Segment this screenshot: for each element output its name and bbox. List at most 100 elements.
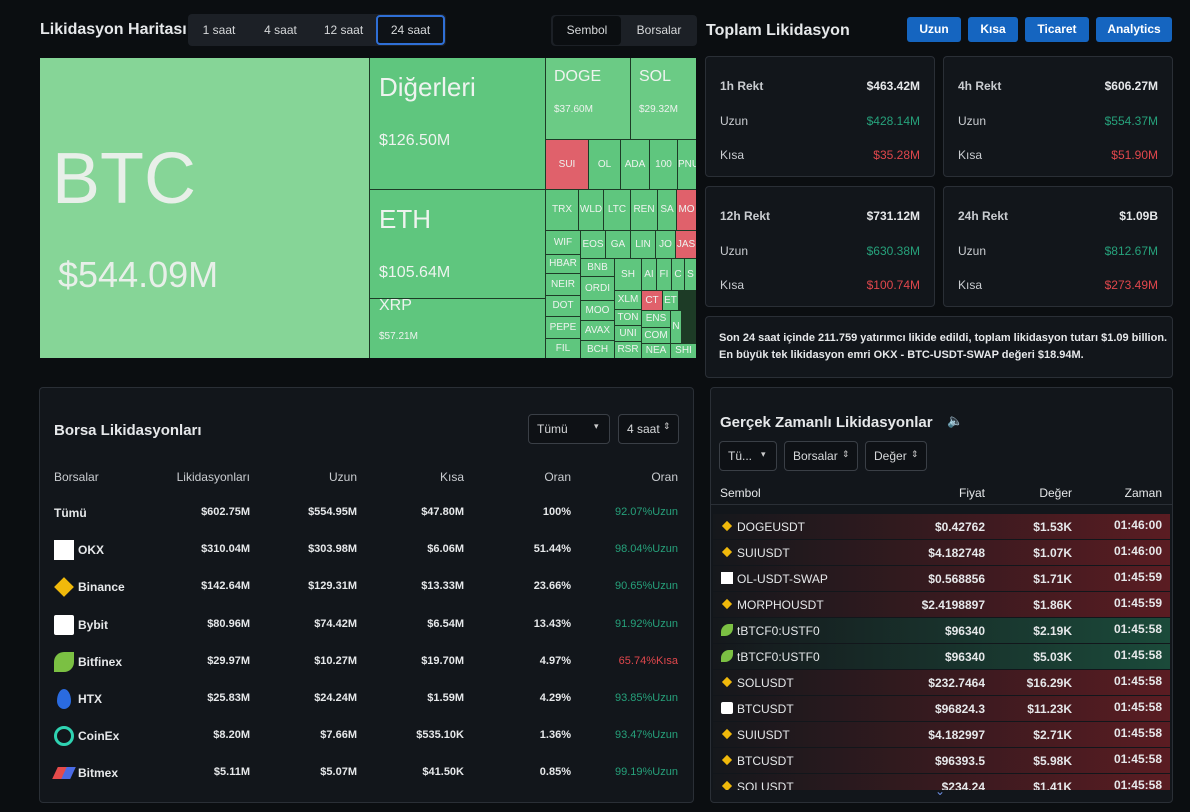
price: $96824.3 (934, 702, 985, 716)
filter-select[interactable]: Borsalar (784, 441, 858, 471)
cell: $129.31M (308, 580, 357, 593)
card-title: 4h Rekt (958, 79, 1002, 93)
tile-value: $126.50M (379, 132, 451, 149)
treemap-tile[interactable]: NEIR (546, 274, 580, 295)
treemap-tile[interactable]: LTC (604, 190, 630, 230)
treemap-tile[interactable]: ENS (642, 311, 670, 327)
treemap-tile[interactable]: XRP $57.21M (370, 299, 545, 358)
tile-label: FIL (555, 343, 571, 354)
treemap-tile[interactable]: DOT (546, 296, 580, 316)
treemap-tile[interactable]: HBAR (546, 255, 580, 273)
cell: $554.95M (308, 506, 357, 518)
treemap-tile[interactable]: AVAX (581, 321, 614, 340)
treemap-tile[interactable]: OL (589, 140, 620, 189)
exchange-name: Bitfinex (78, 654, 123, 669)
liquidation-row[interactable]: SUIUSDT $4.182997 $2.71K 01:45:58 (713, 722, 1170, 747)
long-value: $428.14M (866, 114, 920, 128)
header-button[interactable]: Kısa (968, 17, 1018, 42)
column-header: Borsalar (54, 470, 99, 484)
treemap-tile[interactable]: TRX (546, 190, 578, 230)
treemap-tile[interactable]: AI (642, 259, 656, 290)
treemap-tile[interactable]: TON (615, 310, 641, 325)
header-button[interactable]: Uzun (907, 17, 961, 42)
symbol: tBTCF0:USTF0 (737, 650, 820, 664)
liquidation-row[interactable]: BTCUSDT $96393.5 $5.98K 01:45:58 (713, 748, 1170, 773)
treemap-tile[interactable]: ORDI (581, 277, 614, 300)
time-tab[interactable]: 12 saat (323, 23, 364, 37)
header-button[interactable]: Ticaret (1025, 17, 1089, 42)
treemap-tile[interactable]: XLM (615, 291, 641, 309)
filter-select[interactable]: 4 saat (618, 414, 679, 444)
treemap-tile[interactable]: SHI (671, 344, 696, 358)
time-tab[interactable]: 1 saat (202, 23, 236, 37)
header-button[interactable]: Analytics (1096, 17, 1172, 42)
mute-icon[interactable]: 🔈 (947, 413, 964, 428)
liquidation-row[interactable]: tBTCF0:USTF0 $96340 $5.03K 01:45:58 (713, 644, 1170, 669)
liquidation-row[interactable]: BTCUSDT $96824.3 $11.23K 01:45:58 (713, 696, 1170, 721)
tile-label: HBAR (549, 258, 577, 269)
view-tab[interactable]: Sembol (553, 16, 621, 45)
treemap-tile[interactable]: ADA (621, 140, 649, 189)
treemap-tile[interactable]: EOS (581, 231, 605, 258)
liquidation-row[interactable]: SOLUSDT $234.24 $1.41K 01:45:58 (713, 774, 1170, 790)
treemap-tile[interactable]: JO (656, 231, 675, 258)
liquidation-row[interactable]: DOGEUSDT $0.42762 $1.53K 01:46:00 (713, 514, 1170, 539)
treemap-tile[interactable]: MOO (581, 301, 614, 320)
treemap-tile[interactable]: REN (631, 190, 657, 230)
tile-label: TON (617, 312, 639, 323)
treemap-tile[interactable]: LIN (631, 231, 655, 258)
treemap-tile[interactable]: FIL (546, 339, 580, 358)
tile-label: RSR (617, 344, 639, 355)
view-tab[interactable]: Borsalar (636, 23, 682, 37)
treemap-tile[interactable]: SA (658, 190, 676, 230)
treemap-tile[interactable]: WLD (579, 190, 603, 230)
tile-label: ET (664, 295, 677, 306)
scroll-down[interactable]: ⌄ (935, 784, 946, 798)
treemap-tile[interactable]: DOGE $37.60M (546, 58, 630, 139)
treemap-tile[interactable]: FI (657, 259, 671, 290)
treemap-tile[interactable]: SOL $29.32M (631, 58, 696, 139)
treemap-tile[interactable]: BCH (581, 341, 614, 358)
treemap-tile[interactable]: PNU (678, 140, 696, 189)
filter-select[interactable]: Değer (865, 441, 927, 471)
treemap-tile[interactable]: UNI (615, 326, 641, 341)
liquidation-row[interactable]: MORPHOUSDT $2.4198897 $1.86K 01:45:59 (713, 592, 1170, 617)
value: $1.41K (1033, 780, 1072, 790)
short-value: $51.90M (1111, 148, 1158, 162)
filter-select[interactable]: Tü... (719, 441, 777, 471)
treemap-tile[interactable]: N (671, 311, 681, 343)
treemap-tile[interactable]: JAS (676, 231, 696, 258)
treemap-tile[interactable]: SUI (546, 140, 588, 189)
treemap-tile[interactable]: C (672, 259, 684, 290)
treemap-tile[interactable]: ET (663, 291, 678, 310)
liquidation-row[interactable]: SOLUSDT $232.7464 $16.29K 01:45:58 (713, 670, 1170, 695)
treemap-tile[interactable]: ETH $105.64M (370, 190, 545, 298)
tile-label: FI (659, 269, 669, 280)
treemap-tile[interactable]: S (685, 259, 696, 290)
treemap-tile[interactable]: RSR (615, 342, 641, 358)
treemap-tile[interactable]: SH (615, 259, 641, 290)
panel-title: Gerçek Zamanlı Likidasyonlar (720, 414, 933, 431)
time-tab[interactable]: 4 saat (264, 23, 297, 37)
treemap-tile[interactable]: COM (642, 328, 670, 343)
cell: 4.29% (539, 692, 571, 704)
filter-select[interactable]: Tümü (528, 414, 610, 444)
tile-label: ETH (379, 204, 431, 234)
liquidation-row[interactable]: OL-USDT-SWAP $0.568856 $1.71K 01:45:59 (713, 566, 1170, 591)
treemap-tile[interactable]: BNB (581, 259, 614, 276)
liquidation-row[interactable]: SUIUSDT $4.182748 $1.07K 01:46:00 (713, 540, 1170, 565)
treemap-tile[interactable]: CT (642, 291, 662, 310)
treemap-tile[interactable]: PEPE (546, 317, 580, 338)
tile-label: C (674, 269, 682, 280)
treemap-tile[interactable]: GA (606, 231, 630, 258)
treemap-tile[interactable]: WIF (546, 231, 580, 254)
treemap-tile[interactable]: Diğerleri $126.50M (370, 58, 545, 189)
treemap-tile[interactable]: 100 (650, 140, 677, 189)
total-title: Toplam Likidasyon (706, 22, 850, 39)
treemap-tile[interactable]: BTC $544.09M (40, 58, 369, 358)
treemap-tile[interactable]: NEA (642, 344, 670, 358)
liquidation-row[interactable]: tBTCF0:USTF0 $96340 $2.19K 01:45:58 (713, 618, 1170, 643)
treemap-tile[interactable]: MO (677, 190, 696, 230)
tile-label: CT (645, 295, 659, 306)
time-tab[interactable]: 24 saat (376, 15, 445, 45)
